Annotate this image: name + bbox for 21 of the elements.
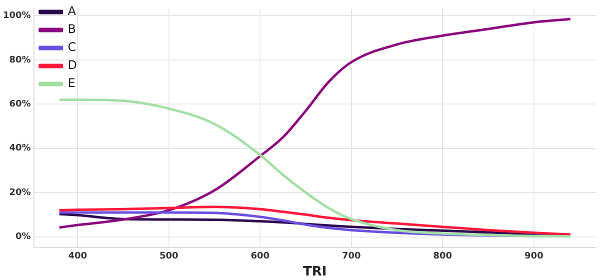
line-series [58, 98, 572, 238]
legend-label: E [68, 76, 76, 90]
x-tick-label: 900 [524, 251, 544, 262]
x-tick-label: 600 [250, 251, 270, 262]
legend-label: C [68, 40, 76, 54]
legend-label: B [68, 22, 76, 36]
y-tick-label: 40% [9, 144, 31, 154]
legend-label: D [68, 58, 78, 72]
y-tick-label: 20% [9, 188, 31, 198]
x-tick-label: 500 [159, 251, 178, 262]
line-series [58, 206, 572, 236]
y-tick-label: 80% [9, 55, 31, 66]
y-tick-label: 0% [16, 232, 31, 242]
y-tick-label: 60% [9, 99, 31, 110]
x-tick-label: 700 [342, 251, 361, 262]
x-tick-label: 400 [68, 251, 88, 262]
legend-label: A [68, 4, 77, 18]
x-axis-title: TRI [303, 264, 327, 280]
y-tick-label: 100% [2, 11, 31, 22]
x-tick-label: 800 [433, 251, 452, 262]
line-series [58, 18, 572, 229]
